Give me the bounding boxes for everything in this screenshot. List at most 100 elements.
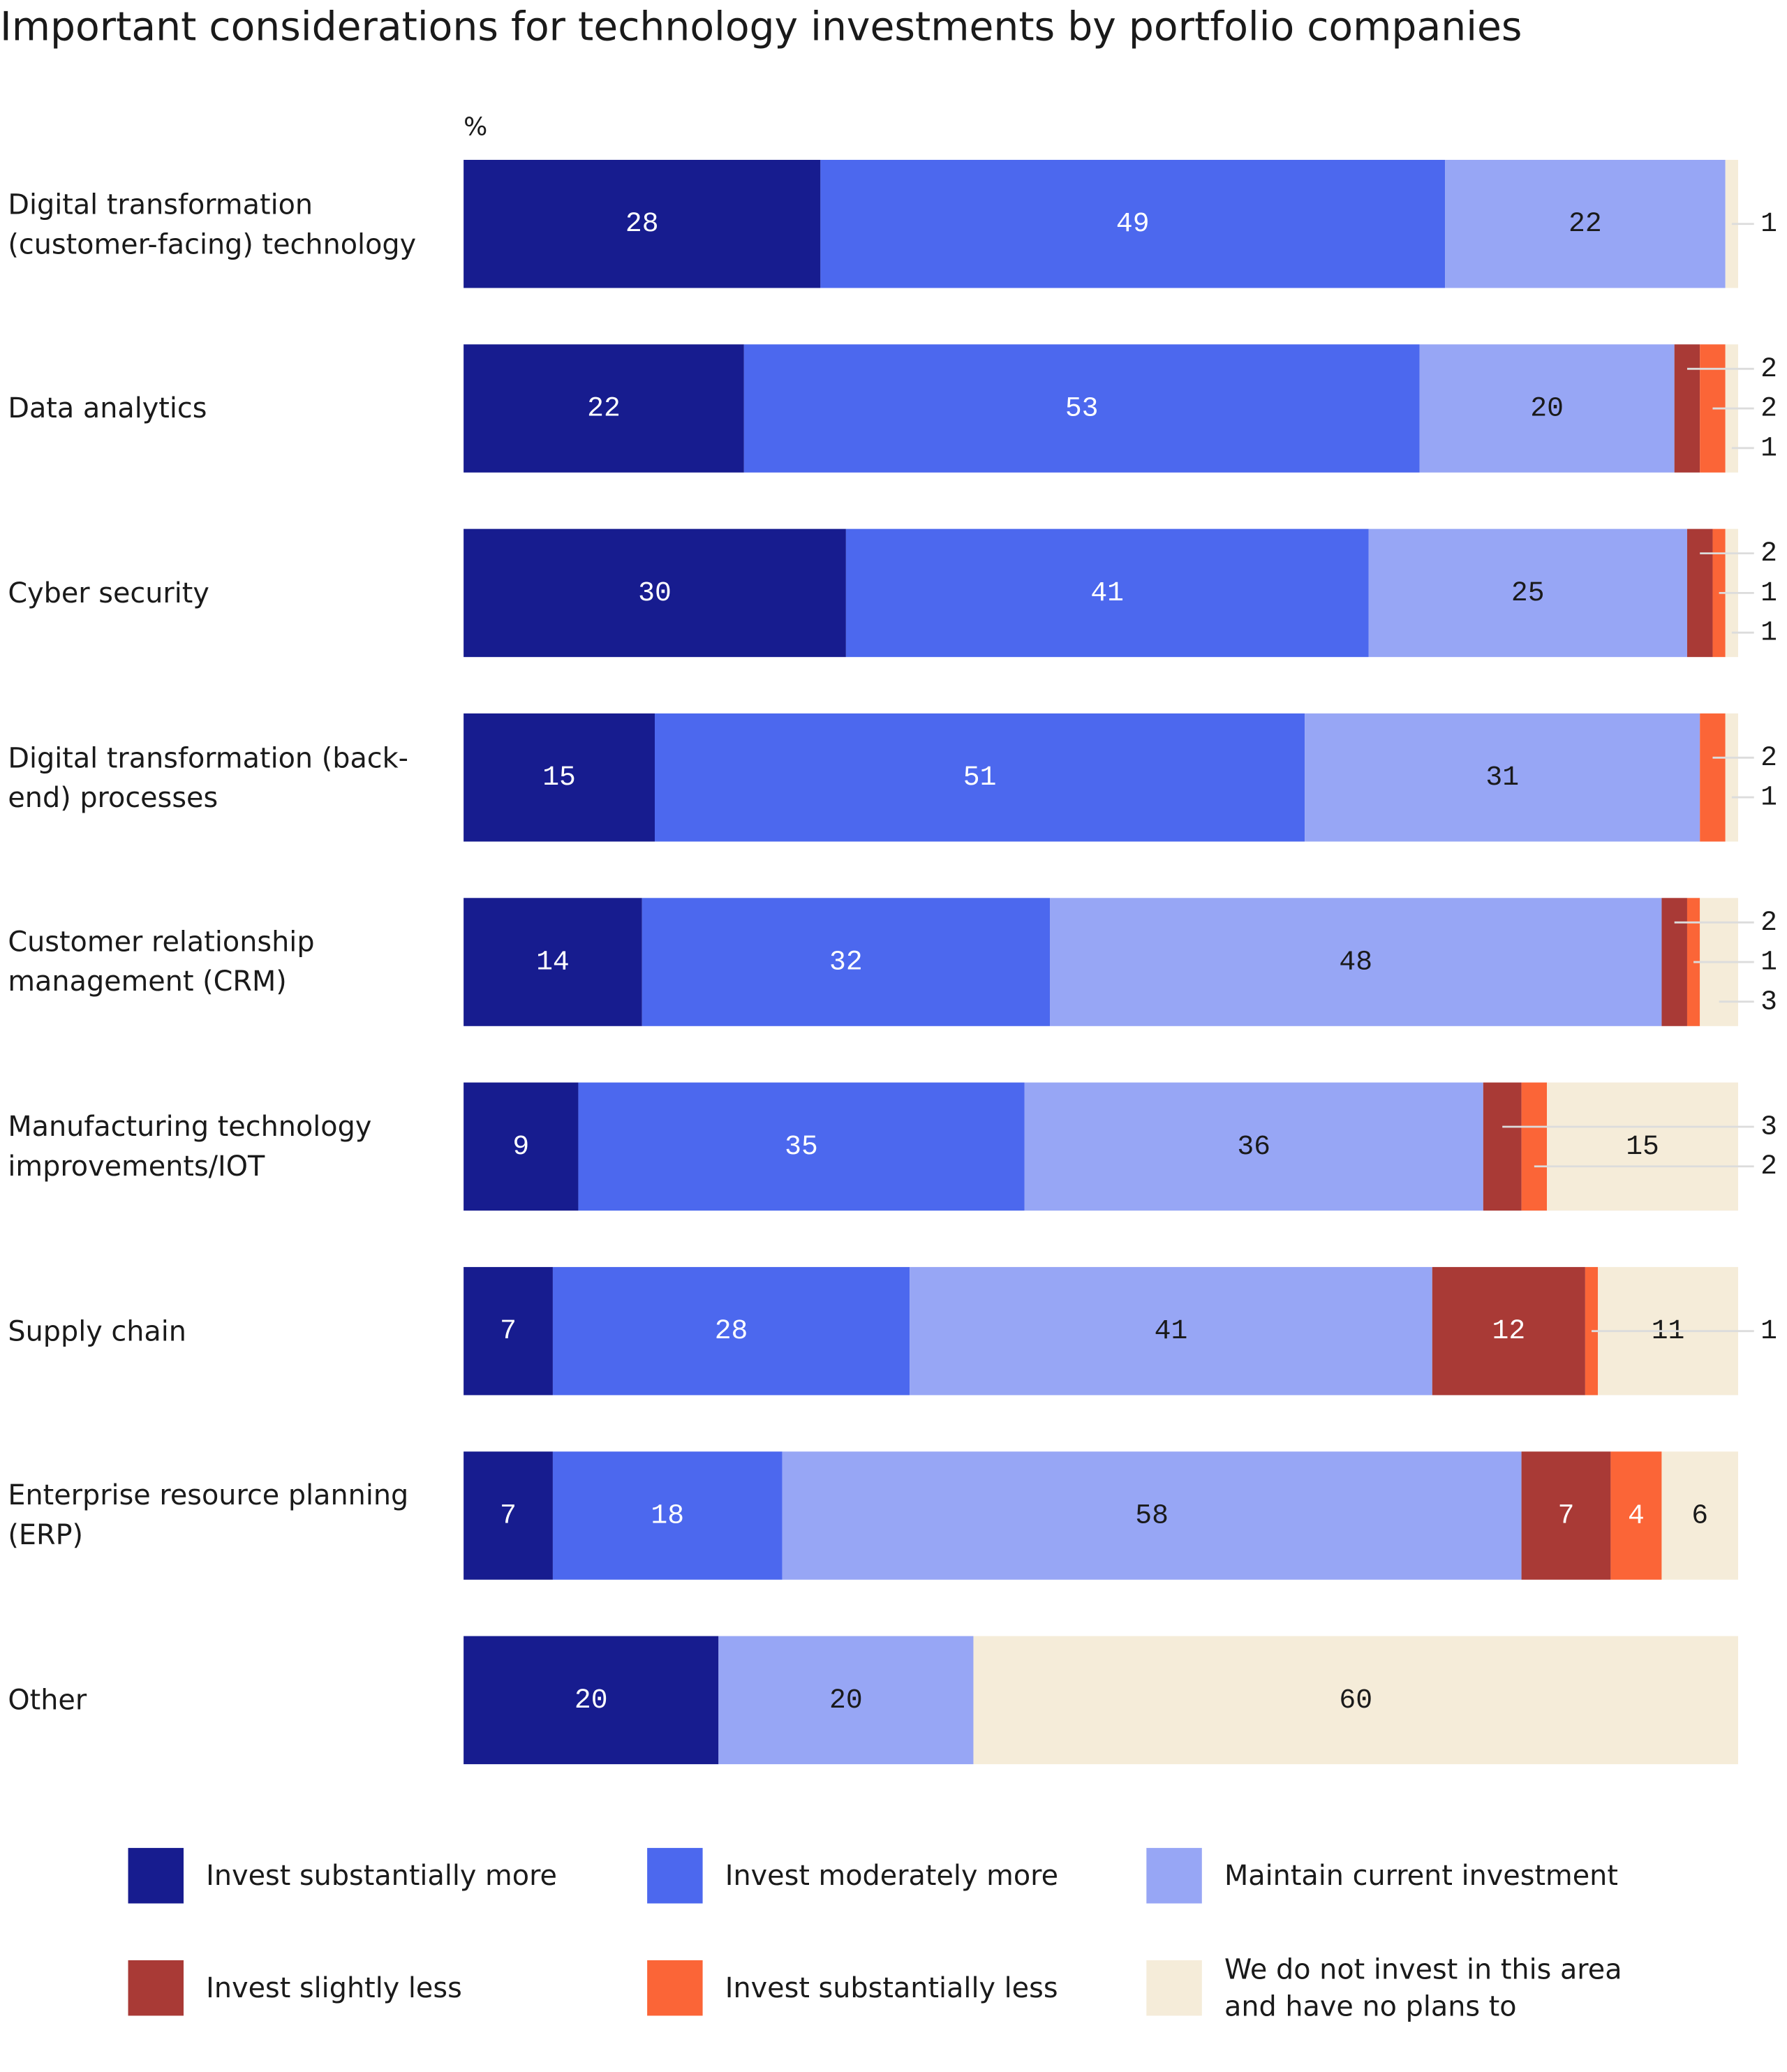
category-label-box: Data analytics [8,392,207,424]
bar-segment [642,898,1051,1026]
bar-segment [1432,1266,1585,1396]
legend-swatch [128,1848,184,1904]
legend-label: Invest substantially more [206,1860,557,1892]
value-label: 1 [1760,617,1777,649]
bar-segment [718,1636,974,1765]
bar-segment [464,1636,719,1765]
value-label: 9 [512,1131,529,1162]
legend-label-box: Invest slightly less [206,1971,462,2004]
bar-segment [552,1266,910,1396]
legend-label: Invest moderately more [725,1860,1059,1892]
unit-label: % [464,113,487,142]
legend-label: Invest slightly less [206,1971,462,2004]
value-label: 2 [1760,742,1777,774]
category-label: Customer relationship management (CRM) [8,926,315,998]
category-label: Digital transformation (back-end) proces… [8,741,409,813]
bar-segment [1368,528,1687,658]
legend-label: We do not invest in this area and have n… [1224,1953,1622,2022]
category-label-box: Supply chain [8,1315,186,1347]
value-label: 20 [574,1685,608,1716]
category-label-box: Other [8,1684,87,1717]
value-label: 20 [1530,393,1564,424]
value-label: 60 [1339,1685,1372,1716]
bar-segment [1445,159,1726,288]
value-label: 31 [1485,762,1519,793]
category-label-box: Digital transformation (customer-facing)… [8,188,417,260]
value-label: 25 [1511,577,1545,609]
value-label: 7 [500,1500,517,1532]
legend-label-box: Maintain current investment [1224,1860,1618,1892]
value-label: 1 [1760,947,1777,978]
value-label: 36 [1237,1131,1270,1162]
value-label: 22 [587,393,621,424]
value-label: 14 [536,947,570,978]
value-label: 7 [1558,1500,1575,1532]
value-label: 48 [1339,947,1372,978]
value-label: 1 [1760,432,1777,464]
value-label: 22 [1569,208,1602,239]
bar-segment [1661,898,1687,1026]
bar-segment [1483,1082,1522,1211]
bar-segment [1547,1082,1738,1211]
category-label-box: Enterprise resource planning (ERP) [8,1479,409,1552]
legend-swatch [647,1848,703,1904]
category-label-box: Cyber security [8,577,209,609]
bar-segment [1686,528,1713,658]
category-label-box: Digital transformation (back-end) proces… [8,741,409,813]
bar-segment [464,1082,579,1211]
category-label: Supply chain [8,1315,186,1347]
bar-segment [464,1266,553,1396]
value-label: 2 [1760,1150,1777,1182]
chart-title: Important considerations for technology … [0,3,1522,50]
bar-segment [782,1451,1522,1580]
legend-swatch [1146,1848,1202,1904]
category-label: Other [8,1684,87,1717]
bar-segment [552,1451,783,1580]
value-label: 3 [1760,986,1777,1017]
bar-segment [1419,344,1675,473]
bar-segment [1661,1451,1738,1580]
category-label: Digital transformation (customer-facing)… [8,188,417,260]
bar-segment [1024,1082,1483,1211]
bar-segment [973,1636,1738,1765]
bar-segment [1521,1451,1611,1580]
value-label: 53 [1065,393,1099,424]
legend-label: Invest substantially less [725,1971,1058,2004]
legend-label-box: We do not invest in this area and have n… [1224,1953,1622,2022]
value-label: 32 [829,947,863,978]
legend-label-box: Invest substantially more [206,1860,557,1892]
bar-segment [743,344,1420,473]
value-label: 28 [715,1315,748,1347]
value-label: 28 [625,208,659,239]
value-label: 3 [1760,1111,1777,1142]
value-label: 35 [785,1131,818,1162]
value-label: 20 [829,1685,863,1716]
bar-segment [820,159,1446,288]
legend-label: Maintain current investment [1224,1860,1618,1892]
bar-segment [1585,1266,1599,1396]
value-label: 1 [1760,1315,1777,1347]
category-label-box: Customer relationship management (CRM) [8,926,315,998]
value-label: 41 [1090,577,1124,609]
bar-segment [464,713,655,842]
bar-segment [464,1451,553,1580]
category-label: Enterprise resource planning (ERP) [8,1479,409,1552]
value-label: 1 [1760,782,1777,813]
value-label: 2 [1760,353,1777,385]
category-label-box: Manufacturing technology improvements/IO… [8,1111,372,1183]
legend-swatch [128,1960,184,2016]
legend-label-box: Invest moderately more [725,1860,1059,1892]
category-label: Manufacturing technology improvements/IO… [8,1111,372,1183]
value-label: 1 [1760,208,1777,239]
value-label: 18 [651,1500,684,1532]
bar-segment [1674,344,1700,473]
value-label: 15 [542,762,576,793]
value-label: 2 [1760,907,1777,938]
value-label: 12 [1492,1315,1526,1347]
bar-segment [578,1082,1025,1211]
value-label: 2 [1760,538,1777,569]
category-label: Cyber security [8,577,209,609]
value-label: 2 [1760,393,1777,424]
